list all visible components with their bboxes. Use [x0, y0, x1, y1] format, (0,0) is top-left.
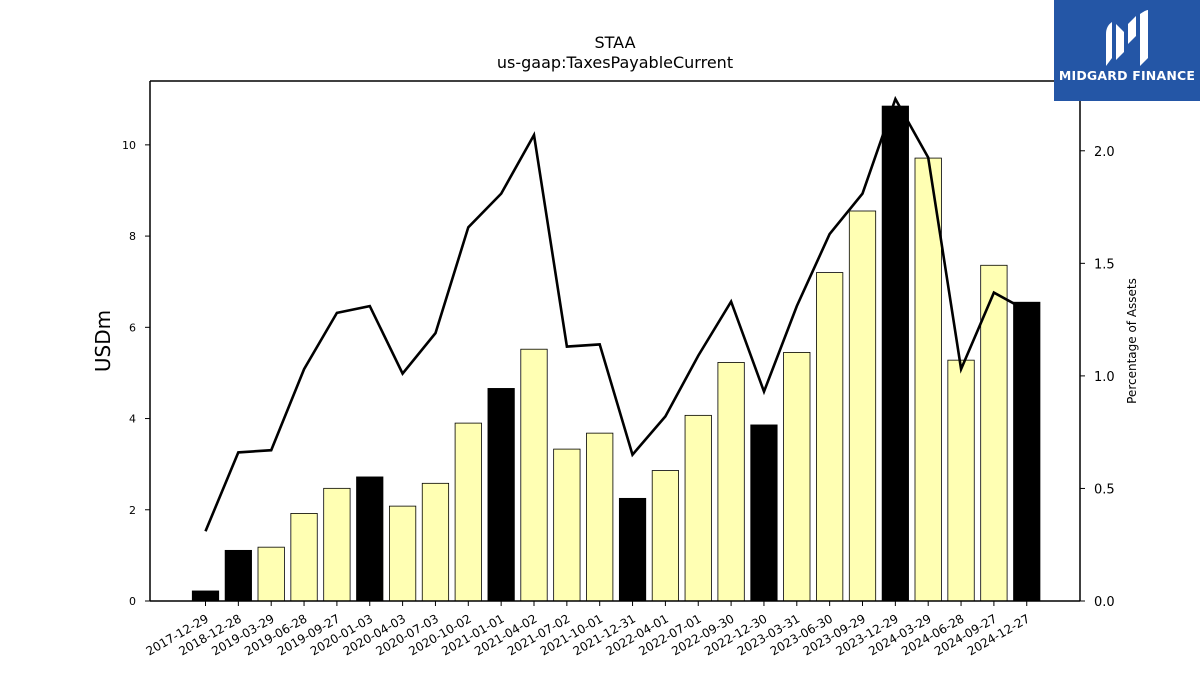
- bar: [388, 505, 417, 602]
- logo-text: MIDGARD FINANCE: [1058, 68, 1196, 83]
- chart-subtitle: us-gaap:TaxesPayableCurrent: [497, 53, 733, 72]
- bar: [224, 549, 252, 602]
- y-tick-label: 10: [122, 139, 136, 152]
- chart-title: STAA: [594, 33, 635, 52]
- bar: [947, 359, 975, 602]
- bar: [191, 590, 220, 602]
- bar: [586, 432, 614, 602]
- y-axis-label: USDm: [91, 310, 115, 372]
- midgard-logo: MIDGARD FINANCE: [1054, 0, 1200, 101]
- bar: [750, 424, 778, 602]
- bar: [454, 422, 482, 602]
- bar: [684, 414, 712, 602]
- bar: [618, 497, 647, 602]
- line-series: [204, 95, 1028, 532]
- percentage-line: [204, 95, 1028, 532]
- bar: [421, 482, 450, 602]
- y-tick-label: 8: [129, 230, 136, 243]
- bar-series: [191, 105, 1041, 602]
- y-tick-label: 0: [129, 595, 136, 608]
- bar: [520, 348, 548, 602]
- y2-tick-label: 1.5: [1094, 257, 1115, 272]
- bar: [881, 105, 909, 602]
- bar: [257, 546, 285, 602]
- bar: [487, 388, 515, 602]
- bar: [553, 448, 581, 602]
- bar: [980, 264, 1008, 602]
- y2-tick-label: 0.0: [1094, 595, 1115, 610]
- bar: [323, 487, 351, 602]
- y2-axis-label: Percentage of Assets: [1125, 278, 1139, 404]
- bar: [816, 272, 844, 602]
- bar: [783, 352, 811, 602]
- bar: [356, 476, 384, 602]
- bar: [651, 470, 680, 602]
- y2-tick-label: 0.5: [1094, 482, 1115, 497]
- bar: [717, 362, 745, 602]
- midgard-m-icon: [1106, 10, 1148, 66]
- axes: [145, 80, 1085, 606]
- y-tick-label: 2: [129, 504, 136, 517]
- y-tick-label: 6: [129, 321, 136, 334]
- y-tick-label: 4: [129, 413, 136, 426]
- bar: [848, 210, 877, 602]
- y2-tick-label: 1.0: [1094, 370, 1115, 385]
- bar: [290, 513, 318, 602]
- bar: [1013, 301, 1041, 602]
- y2-tick-label: 2.0: [1094, 145, 1115, 160]
- bar: [914, 157, 942, 602]
